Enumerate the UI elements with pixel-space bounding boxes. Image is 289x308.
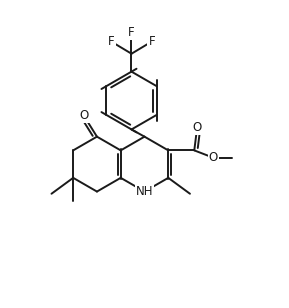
Text: F: F xyxy=(149,35,155,48)
Text: O: O xyxy=(79,109,88,122)
Text: F: F xyxy=(128,26,135,39)
Text: O: O xyxy=(208,151,218,164)
Text: F: F xyxy=(108,35,114,48)
Text: NH: NH xyxy=(136,185,153,198)
Text: O: O xyxy=(192,121,202,134)
